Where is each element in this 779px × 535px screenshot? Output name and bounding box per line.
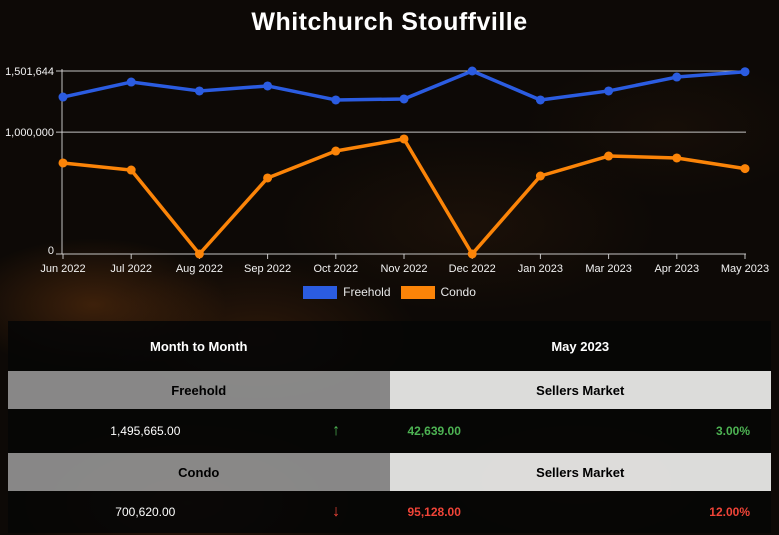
freehold-right-cells: 42,639.00 3.00%	[390, 409, 772, 453]
svg-text:Oct 2022: Oct 2022	[313, 263, 358, 275]
freehold-market-status: Sellers Market	[389, 371, 771, 409]
svg-text:Sep 2022: Sep 2022	[244, 263, 291, 275]
table-header-row: Month to Month May 2023	[8, 321, 771, 371]
chart-legend: Freehold Condo	[0, 283, 779, 301]
condo-series-swatch	[400, 285, 435, 299]
condo-right-cells: 95,128.00 12.00%	[390, 491, 772, 533]
month-to-month-table: Month to Month May 2023 Freehold Sellers…	[8, 321, 771, 533]
svg-text:1,000,000: 1,000,000	[5, 127, 54, 139]
freehold-label: Freehold	[8, 371, 390, 409]
down-arrow-icon: ↓	[332, 503, 341, 520]
condo-change-percent: 12.00%	[709, 505, 750, 519]
svg-text:1,501,644: 1,501,644	[5, 66, 54, 78]
condo-left-cells: 700,620.00 ↓	[8, 491, 390, 533]
freehold-series-swatch	[303, 285, 338, 299]
legend-label-freehold: Freehold	[343, 285, 391, 299]
svg-text:Jun 2022: Jun 2022	[40, 263, 85, 275]
condo-price: 700,620.00	[115, 505, 176, 519]
svg-text:Apr 2023: Apr 2023	[654, 263, 699, 275]
svg-text:Jul 2022: Jul 2022	[110, 263, 152, 275]
legend-label-condo: Condo	[440, 285, 476, 299]
freehold-band-row: Freehold Sellers Market	[8, 371, 771, 409]
condo-market-status: Sellers Market	[389, 453, 771, 491]
svg-text:Mar 2023: Mar 2023	[585, 263, 631, 275]
condo-data-row: 700,620.00 ↓ 95,128.00 12.00%	[8, 491, 771, 533]
svg-text:May 2023: May 2023	[721, 263, 769, 275]
freehold-left-cells: 1,495,665.00 ↑	[8, 409, 390, 453]
condo-change-amount: 95,128.00	[407, 505, 461, 519]
condo-label: Condo	[8, 453, 390, 491]
page-title: Whitchurch Stouffville	[251, 8, 528, 36]
svg-text:Dec 2022: Dec 2022	[449, 263, 496, 275]
freehold-data-row: 1,495,665.00 ↑ 42,639.00 3.00%	[8, 409, 771, 453]
svg-text:0: 0	[48, 245, 54, 257]
legend-item-freehold[interactable]: Freehold	[303, 285, 391, 299]
legend-item-condo[interactable]: Condo	[400, 285, 476, 299]
svg-text:Aug 2022: Aug 2022	[176, 263, 223, 275]
freehold-change-percent: 3.00%	[715, 424, 750, 438]
up-arrow-icon: ↑	[332, 422, 341, 439]
header-current-month: May 2023	[551, 338, 610, 354]
freehold-change-amount: 42,639.00	[407, 424, 461, 438]
freehold-price: 1,495,665.00	[110, 424, 181, 438]
header-month-to-month: Month to Month	[150, 338, 248, 354]
condo-band-row: Condo Sellers Market	[8, 453, 771, 491]
svg-text:Jan 2023: Jan 2023	[518, 263, 563, 275]
price-trend-line-chart: 0 1,000,000 1,501,644 Jun 2022 Jul 2022 Aug 2…	[5, 66, 769, 275]
svg-text:Nov 2022: Nov 2022	[380, 263, 427, 275]
